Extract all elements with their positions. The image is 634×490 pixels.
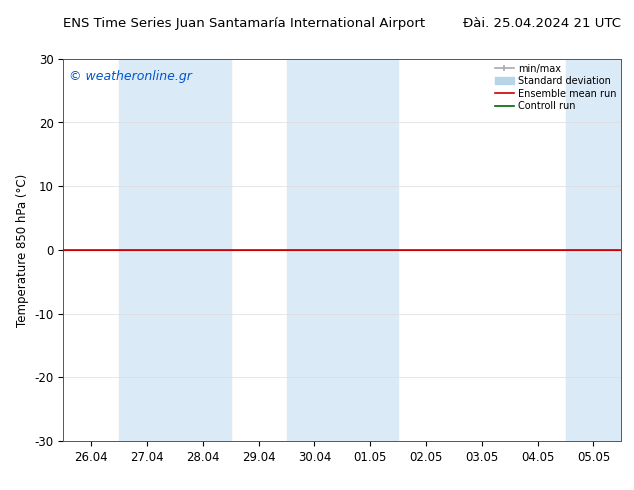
Y-axis label: Temperature 850 hPa (°C): Temperature 850 hPa (°C) [16,173,29,326]
Text: © weatheronline.gr: © weatheronline.gr [69,70,192,83]
Bar [566,59,621,441]
Text: ENS Time Series Juan Santamaría International Airport: ENS Time Series Juan Santamaría Internat… [63,17,425,30]
Bar [119,59,231,441]
Text: Đài. 25.04.2024 21 UTC: Đài. 25.04.2024 21 UTC [463,17,621,30]
Bar [287,59,398,441]
Legend: min/max, Standard deviation, Ensemble mean run, Controll run: min/max, Standard deviation, Ensemble me… [493,62,618,113]
